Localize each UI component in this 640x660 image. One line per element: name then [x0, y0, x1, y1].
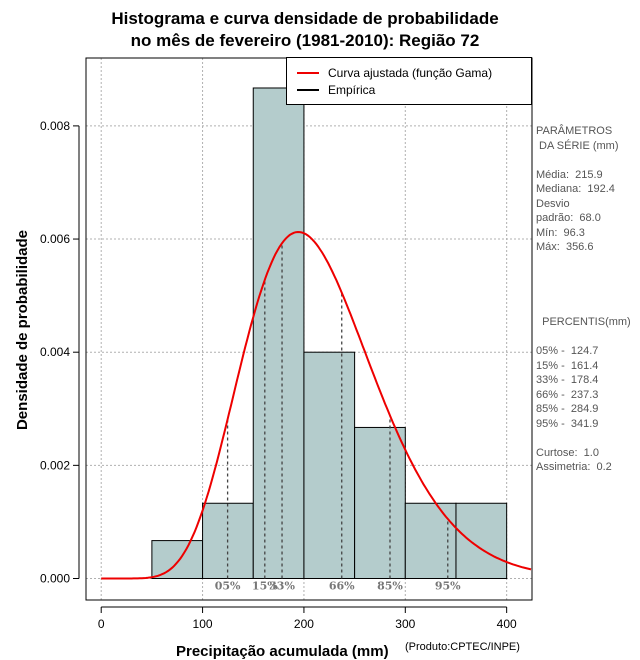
x-tick-label: 300	[395, 617, 415, 631]
y-tick-label: 0.008	[40, 119, 70, 133]
legend-entry-fitted-curve: Curva ajustada (função Gama)	[297, 65, 492, 81]
percentiles-panel: PERCENTIS(mm) 05% - 124.7 15% - 161.4 33…	[536, 316, 631, 473]
y-tick-label: 0.000	[40, 572, 70, 586]
y-tick-label: 0.006	[40, 232, 70, 246]
chart-title-line-2: no mês de fevereiro (1981-2010): Região …	[130, 31, 480, 50]
y-axis-label: Densidade de probabilidade	[14, 229, 31, 431]
fitted-gamma-curve	[101, 230, 532, 580]
bars-layer	[151, 87, 508, 580]
series-parameters-panel: PARÂMETROS DA SÉRIE (mm) Média: 215.9 Me…	[536, 125, 619, 253]
curve-layer	[101, 230, 532, 580]
chart-title-line-1: Histograma e curva densidade de probabil…	[111, 9, 499, 28]
x-tick-label: 200	[294, 617, 314, 631]
histogram-bar	[303, 351, 356, 580]
y-tick-label: 0.004	[40, 345, 70, 359]
axes-layer: 0 100 200 300 400 0.000 0.002 0.004 0.006 0.008	[40, 119, 517, 631]
legend-label-empirical: Empírica	[328, 83, 376, 97]
x-tick-label: 0	[98, 617, 105, 631]
percentile-marker-label: 95%	[435, 580, 461, 593]
chart-legend: Curva ajustada (função Gama) Empírica	[286, 57, 532, 105]
histogram-bar	[354, 426, 406, 580]
x-axis-label: Precipitação acumulada (mm)	[176, 643, 389, 660]
legend-entry-empirical: Empírica	[297, 82, 375, 98]
percentile-marker-label: 15%	[252, 580, 278, 593]
legend-swatch-black-line	[297, 89, 319, 91]
x-tick-label: 100	[193, 617, 213, 631]
percentile-marker-label: 85%	[377, 580, 403, 593]
source-credit: (Produto:CPTEC/INPE)	[405, 641, 520, 653]
x-tick-label: 400	[497, 617, 517, 631]
legend-swatch-red-line	[297, 72, 319, 74]
histogram-bar	[252, 87, 305, 580]
percentile-markers-layer: 05% 15%33% 66% 85% 95%	[215, 243, 461, 593]
legend-label-fitted-curve: Curva ajustada (função Gama)	[328, 66, 493, 80]
y-tick-label: 0.002	[40, 458, 70, 472]
percentile-marker-label: 05%	[215, 580, 241, 593]
histogram-bar	[151, 540, 204, 580]
histogram-bar	[455, 502, 508, 580]
percentile-marker-label: 33%	[269, 580, 295, 593]
percentile-marker-label: 66%	[329, 580, 355, 593]
